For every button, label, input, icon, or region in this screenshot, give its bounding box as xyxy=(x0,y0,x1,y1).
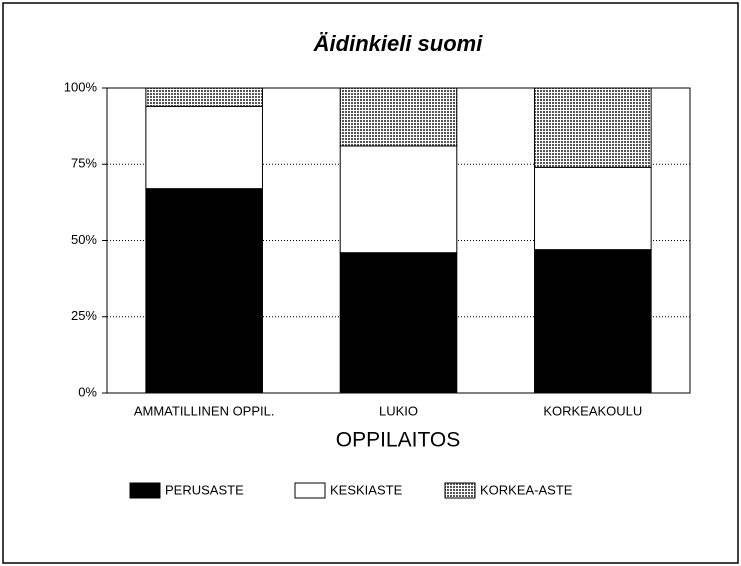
y-tick-label: 25% xyxy=(71,308,97,323)
bar-segment xyxy=(339,252,458,394)
y-tick-label: 100% xyxy=(64,79,98,94)
bar-segment xyxy=(339,87,458,147)
bar-segment xyxy=(145,105,263,190)
x-tick-label: KORKEAKOULU xyxy=(543,403,642,418)
legend-label: PERUSASTE xyxy=(165,482,244,497)
bar-segment xyxy=(145,87,263,107)
bar-segment xyxy=(339,145,458,254)
legend-swatch xyxy=(294,482,326,499)
y-tick-label: 0% xyxy=(78,384,97,399)
y-tick-label: 75% xyxy=(71,156,97,171)
legend-swatch xyxy=(129,482,161,499)
y-tick-label: 50% xyxy=(71,232,97,247)
bar-segment xyxy=(534,249,652,394)
bar-segment xyxy=(534,166,652,251)
x-tick-label: LUKIO xyxy=(379,403,418,418)
bar-segment xyxy=(534,87,652,168)
chart-title: Äidinkieli suomi xyxy=(313,31,484,56)
legend-label: KORKEA-ASTE xyxy=(480,482,573,497)
legend-label: KESKIASTE xyxy=(330,482,403,497)
x-tick-label: AMMATILLINEN OPPIL. xyxy=(134,403,275,418)
legend-swatch xyxy=(444,482,476,499)
x-axis-title: OPPILAITOS xyxy=(336,429,461,452)
bar-segment xyxy=(145,188,263,394)
